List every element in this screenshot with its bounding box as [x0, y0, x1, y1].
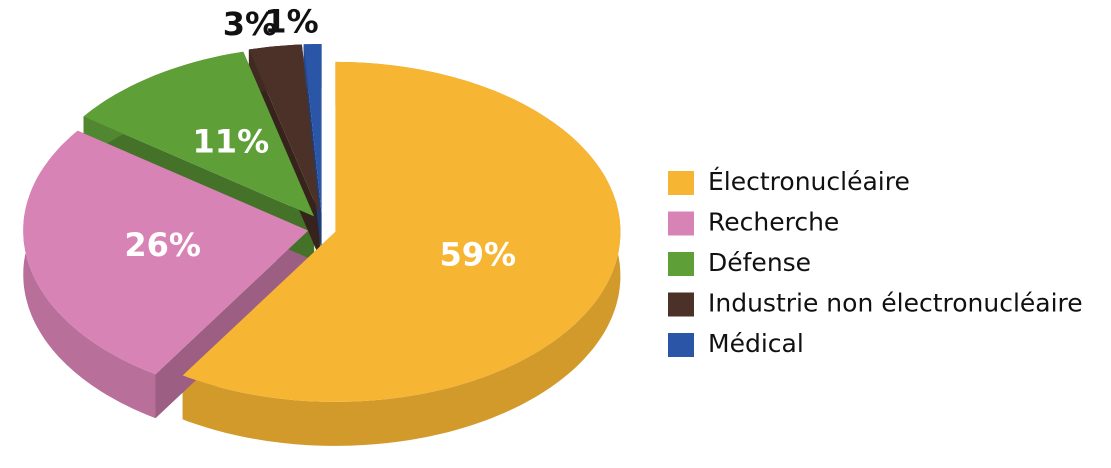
legend-swatch [668, 333, 694, 357]
slice-side [182, 61, 621, 446]
slice-side [23, 130, 156, 419]
legend-swatch [668, 211, 694, 236]
slice [248, 44, 320, 215]
legend-swatch [668, 252, 694, 276]
pie: 59% 26% 11% 3%1% [23, 3, 621, 446]
slice [23, 130, 309, 375]
data-label: 26% [124, 226, 201, 264]
slice [83, 51, 315, 217]
legend-label: Médical [708, 329, 804, 358]
legend-label: Défense [708, 248, 811, 277]
data-label: 11% [193, 122, 270, 160]
data-label: 59% [439, 236, 516, 274]
legend-label: Recherche [708, 208, 839, 237]
slice [182, 61, 621, 402]
legend: Électronucléaire Recherche Défense Industri… [668, 167, 1083, 358]
legend-label: Industrie non électronucléaire [708, 289, 1083, 318]
data-label: 3% [223, 5, 277, 43]
legend-label: Électronucléaire [708, 167, 910, 196]
legend-swatch [668, 171, 694, 195]
legend-swatch [668, 292, 694, 317]
data-label: 1% [264, 3, 318, 41]
slice [303, 44, 322, 214]
